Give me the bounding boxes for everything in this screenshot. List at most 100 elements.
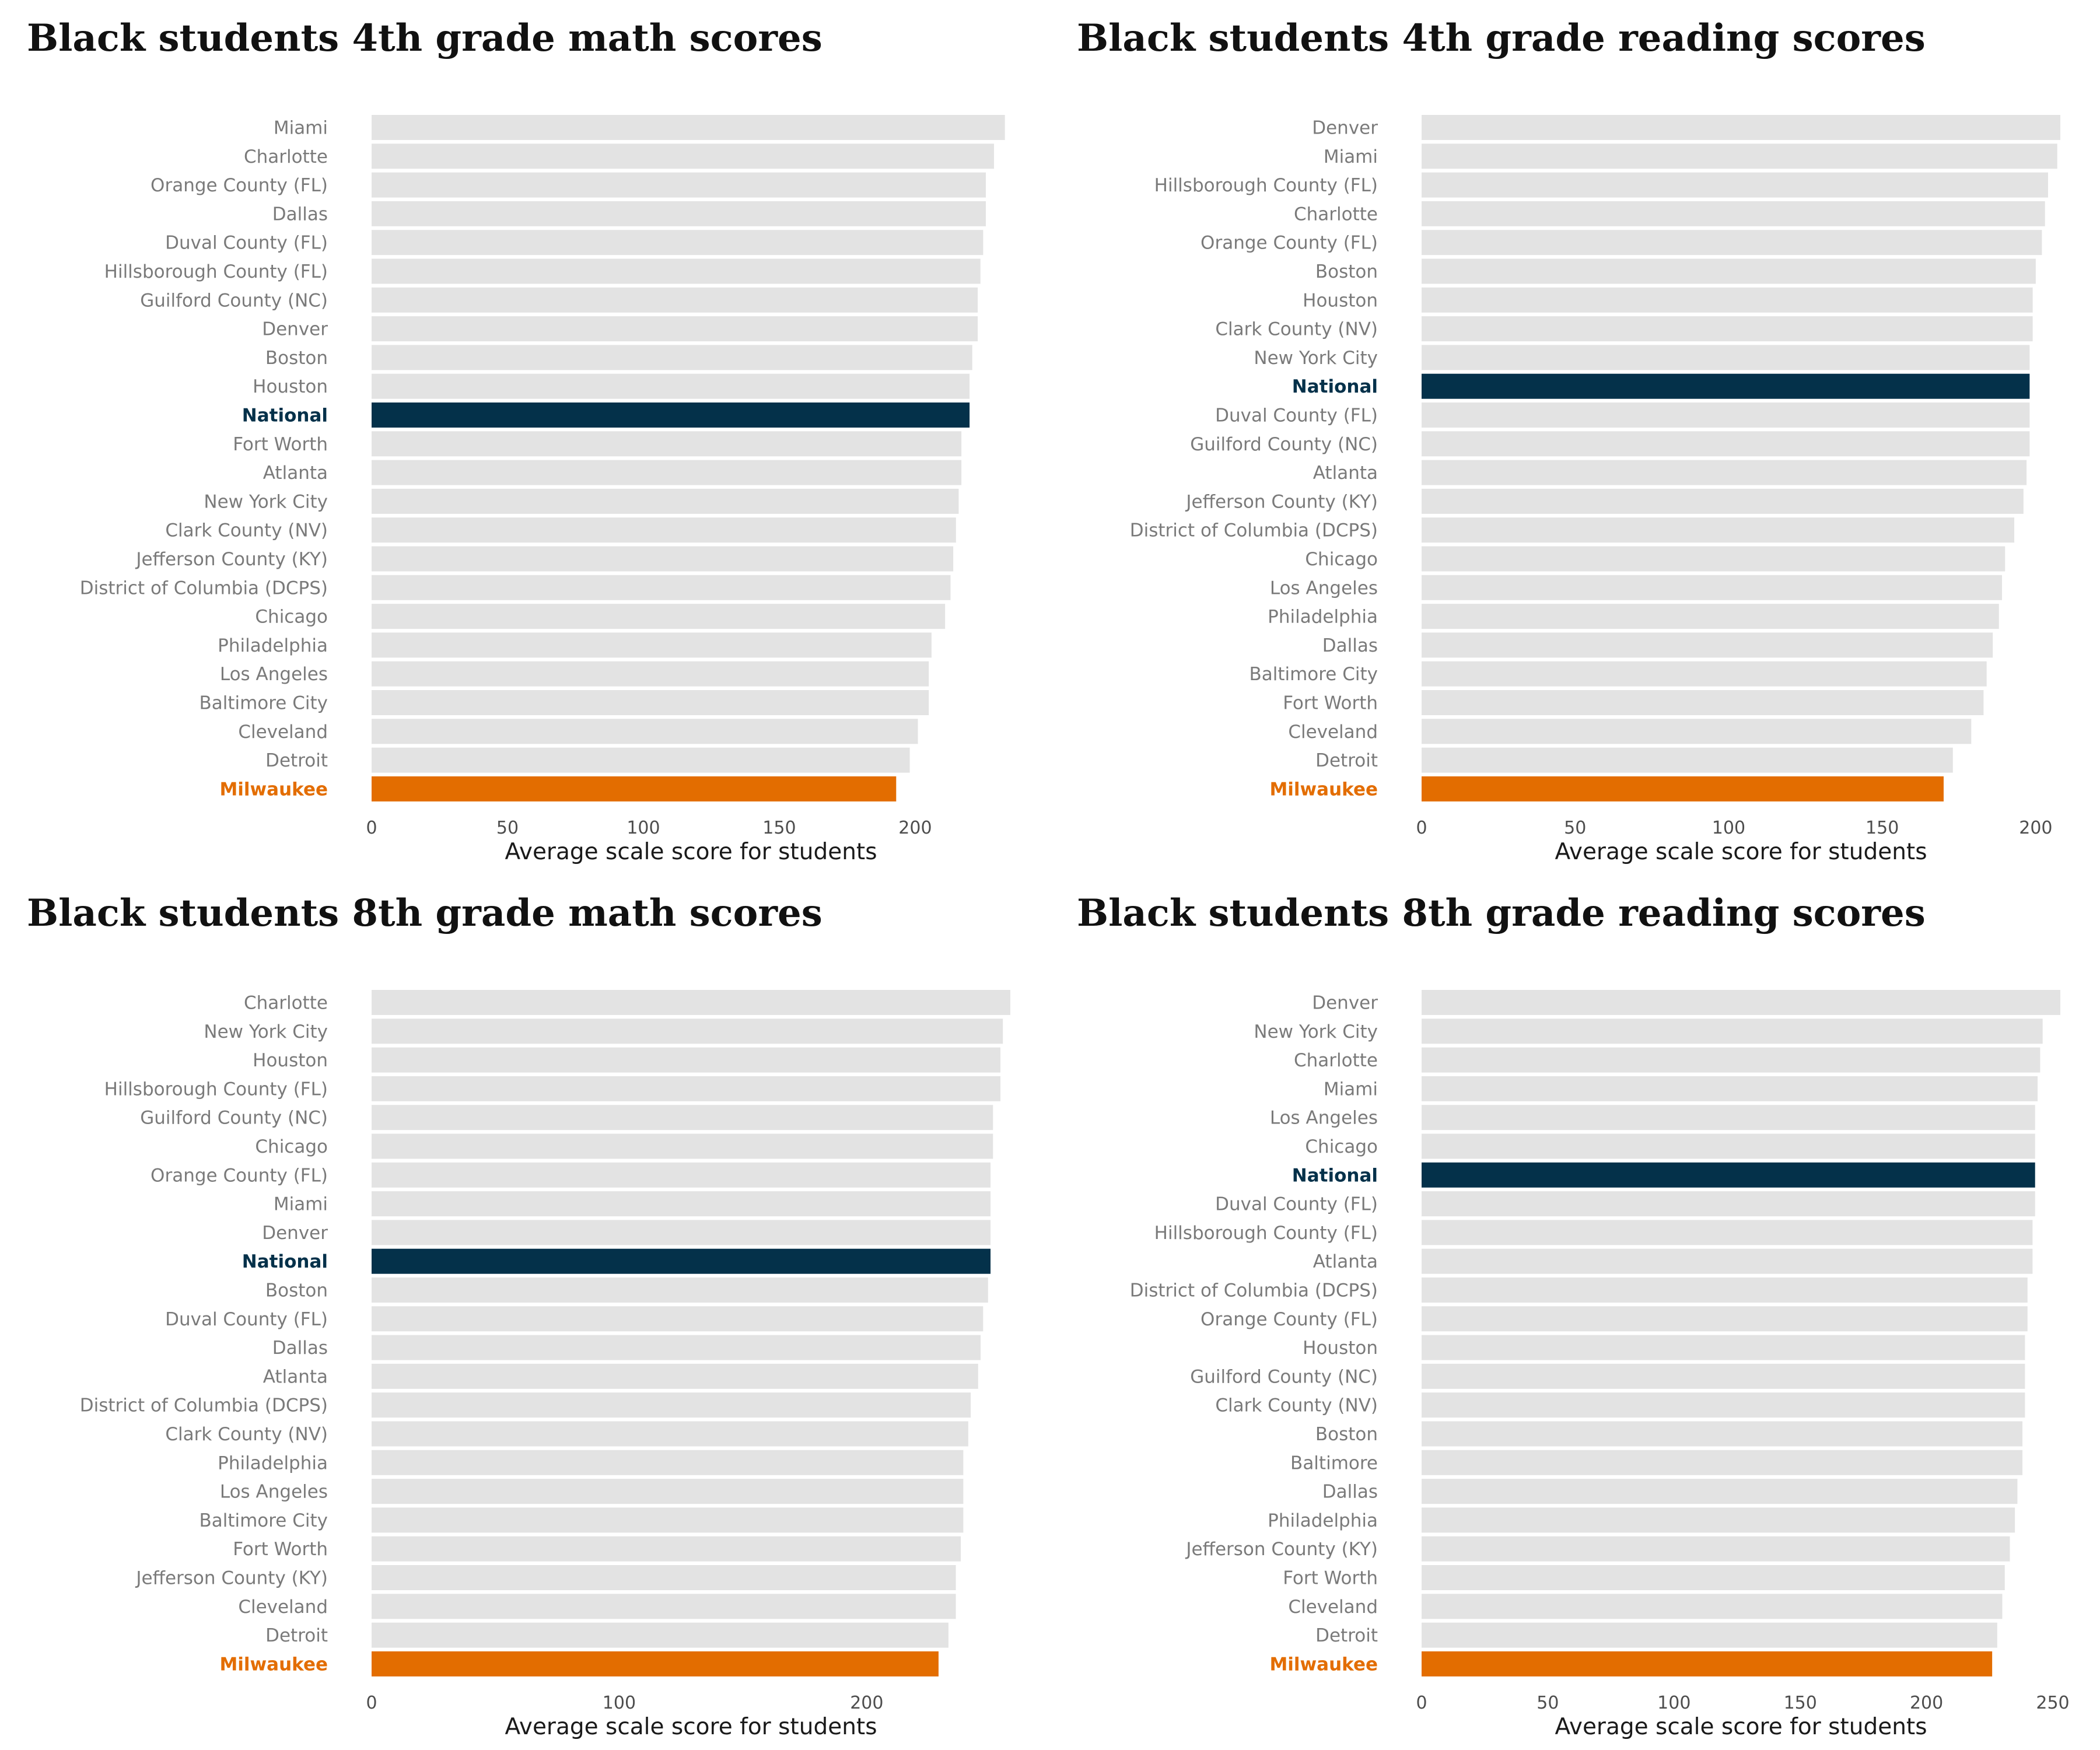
category-label: Detroit: [265, 750, 328, 771]
category-label: National: [1292, 376, 1378, 397]
category-label: Fort Worth: [233, 434, 328, 455]
category-label: Detroit: [1315, 1625, 1378, 1646]
bar-fort-worth: [1422, 690, 1984, 715]
x-tick-label: 100: [1712, 818, 1745, 838]
category-label: Jefferson County (KY): [135, 549, 328, 570]
bar-atlanta: [372, 460, 962, 485]
bar-national: [1422, 373, 2030, 399]
x-tick-label: 50: [1536, 1693, 1559, 1713]
chart-panel-4th-reading: Black students 4th grade reading scores …: [1050, 0, 2100, 875]
bar-chicago: [372, 1133, 993, 1159]
category-label: Guilford County (NC): [1190, 434, 1378, 455]
chart-panel-8th-math: Black students 8th grade math scores Cha…: [0, 875, 1050, 1750]
category-label: Los Angeles: [220, 664, 328, 685]
bar-dallas: [1422, 632, 1993, 658]
category-label: Cleveland: [1288, 1597, 1378, 1618]
category-label: Cleveland: [238, 722, 328, 743]
bar-cleveland: [372, 1594, 956, 1619]
bar-los-angeles: [372, 661, 929, 687]
bar-milwaukee: [372, 1651, 939, 1676]
x-tick-label: 0: [1416, 1693, 1427, 1713]
category-label: Baltimore City: [199, 1510, 328, 1531]
category-label: Miami: [1324, 146, 1378, 167]
x-axis-title: Average scale score for students: [505, 839, 877, 865]
category-label: New York City: [1254, 1021, 1378, 1042]
bar-duval-county-fl: [1422, 1191, 2035, 1217]
bar-hillsborough-county-fl: [372, 1076, 1001, 1101]
bar-houston: [1422, 1335, 2025, 1360]
category-label: New York City: [1254, 348, 1378, 369]
category-label: Philadelphia: [1268, 607, 1378, 628]
bar-charlotte: [372, 144, 995, 169]
bar-jefferson-county-ky: [372, 1565, 956, 1590]
category-label: Clark County (NV): [165, 1424, 328, 1445]
category-label: Chicago: [255, 1136, 328, 1157]
x-tick-label: 0: [366, 818, 377, 838]
bar-chicago: [1422, 546, 2006, 572]
x-tick-label: 100: [1657, 1693, 1690, 1713]
bar-duval-county-fl: [1422, 402, 2030, 428]
category-label: Charlotte: [1294, 204, 1378, 225]
x-tick-label: 200: [1910, 1693, 1943, 1713]
bar-new-york-city: [372, 1019, 1003, 1044]
bar-national: [372, 402, 970, 428]
bar-philadelphia: [1422, 1507, 2015, 1533]
category-label: National: [242, 1251, 328, 1272]
category-label: Denver: [1312, 993, 1378, 1014]
bar-detroit: [372, 747, 910, 773]
category-label: Los Angeles: [220, 1482, 328, 1503]
category-label: Atlanta: [263, 1366, 328, 1387]
bar-hillsborough-county-fl: [1422, 172, 2048, 198]
category-label: Boston: [265, 1280, 328, 1301]
bar-national: [1422, 1162, 2035, 1188]
x-tick-label: 150: [1866, 818, 1899, 838]
category-label: Hillsborough County (FL): [1154, 1223, 1378, 1244]
x-axis-title: Average scale score for students: [505, 1714, 877, 1740]
category-label: Jefferson County (KY): [135, 1568, 328, 1589]
category-label: Guilford County (NC): [140, 1108, 328, 1129]
category-label: Cleveland: [238, 1597, 328, 1618]
category-label: Denver: [262, 1223, 328, 1244]
category-label: Hillsborough County (FL): [104, 1079, 328, 1100]
category-label: Denver: [262, 319, 328, 340]
category-label: Milwaukee: [219, 779, 328, 800]
category-label: Orange County (FL): [1200, 233, 1378, 254]
bar-district-of-columbia-dcps: [372, 575, 951, 600]
bar-new-york-city: [1422, 1019, 2043, 1044]
category-label: New York City: [204, 1021, 328, 1042]
category-label: Duval County (FL): [1215, 1194, 1378, 1215]
category-label: Duval County (FL): [165, 1309, 328, 1330]
category-label: Milwaukee: [1269, 1654, 1378, 1675]
bar-orange-county-fl: [372, 172, 986, 198]
bar-dallas: [372, 1335, 981, 1360]
category-label: Atlanta: [1313, 1251, 1378, 1272]
category-label: Miami: [1324, 1079, 1378, 1100]
bar-philadelphia: [1422, 604, 1999, 629]
bar-baltimore-city: [372, 690, 929, 715]
chart-panel-4th-math: Black students 4th grade math scores Mia…: [0, 0, 1050, 875]
category-label: Philadelphia: [218, 635, 328, 656]
bar-denver: [372, 316, 978, 342]
bar-guilford-county-nc: [372, 1105, 993, 1130]
chart-title: Black students 8th grade reading scores: [1077, 891, 1926, 935]
bar-detroit: [1422, 1622, 1997, 1648]
category-label: Dallas: [1322, 1482, 1378, 1503]
x-tick-label: 200: [2019, 818, 2052, 838]
x-tick-label: 150: [1784, 1693, 1817, 1713]
bar-boston: [1422, 1421, 2023, 1447]
bar-clark-county-nv: [372, 1421, 968, 1447]
bar-district-of-columbia-dcps: [1422, 1278, 2028, 1303]
category-label: Houston: [253, 376, 328, 397]
category-label: Guilford County (NC): [140, 290, 328, 311]
category-label: Charlotte: [244, 146, 328, 167]
bar-guilford-county-nc: [372, 287, 978, 313]
bar-guilford-county-nc: [1422, 1363, 2025, 1389]
category-label: Orange County (FL): [1200, 1309, 1378, 1330]
bar-atlanta: [1422, 1248, 2033, 1274]
bar-denver: [1422, 115, 2060, 140]
bar-miami: [372, 1191, 991, 1217]
category-label: Hillsborough County (FL): [104, 261, 328, 282]
x-tick-label: 150: [762, 818, 796, 838]
x-tick-label: 100: [603, 1693, 636, 1713]
bar-detroit: [1422, 747, 1953, 773]
